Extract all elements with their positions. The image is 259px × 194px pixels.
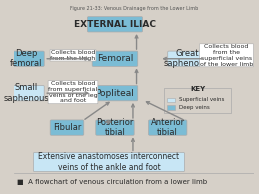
Text: Figure 21-33: Venous Drainage from the Lower Limb: Figure 21-33: Venous Drainage from the L… bbox=[70, 6, 198, 11]
Text: Collects blood
from the thigh: Collects blood from the thigh bbox=[50, 50, 96, 61]
Text: EXTERNAL ILIAC: EXTERNAL ILIAC bbox=[74, 20, 156, 29]
Text: ■  A flowchart of venous circulation from a lower limb: ■ A flowchart of venous circulation from… bbox=[17, 179, 207, 185]
FancyBboxPatch shape bbox=[92, 86, 138, 101]
FancyBboxPatch shape bbox=[149, 120, 187, 135]
Text: Popliteal: Popliteal bbox=[96, 89, 134, 98]
FancyBboxPatch shape bbox=[168, 51, 206, 66]
Text: Femoral: Femoral bbox=[97, 54, 133, 63]
FancyBboxPatch shape bbox=[33, 152, 184, 171]
Text: Deep
femoral: Deep femoral bbox=[10, 49, 42, 68]
Text: Anterior
tibial: Anterior tibial bbox=[151, 118, 185, 137]
FancyBboxPatch shape bbox=[92, 51, 138, 66]
Text: Collects blood
from the
superficial veins
of the lower limb: Collects blood from the superficial vein… bbox=[200, 44, 253, 67]
Text: Great
saphenous: Great saphenous bbox=[164, 49, 210, 68]
FancyBboxPatch shape bbox=[8, 86, 44, 101]
FancyBboxPatch shape bbox=[8, 51, 44, 66]
Text: Extensive anastomoses interconnect
veins of the ankle and foot: Extensive anastomoses interconnect veins… bbox=[38, 152, 179, 172]
FancyBboxPatch shape bbox=[168, 105, 175, 110]
Text: Superficial veins: Superficial veins bbox=[178, 97, 224, 102]
FancyBboxPatch shape bbox=[164, 88, 231, 113]
Text: Deep veins: Deep veins bbox=[178, 105, 209, 110]
Text: Small
saphenous: Small saphenous bbox=[3, 83, 49, 103]
FancyBboxPatch shape bbox=[168, 98, 175, 102]
FancyBboxPatch shape bbox=[96, 120, 134, 135]
Text: Posterior
tibial: Posterior tibial bbox=[96, 118, 134, 137]
Text: Fibular: Fibular bbox=[53, 123, 81, 132]
Text: KEY: KEY bbox=[190, 86, 205, 92]
Text: Collects blood
from superficial
veins of the leg
and foot: Collects blood from superficial veins of… bbox=[48, 81, 98, 103]
FancyBboxPatch shape bbox=[87, 17, 142, 32]
FancyBboxPatch shape bbox=[50, 120, 84, 135]
